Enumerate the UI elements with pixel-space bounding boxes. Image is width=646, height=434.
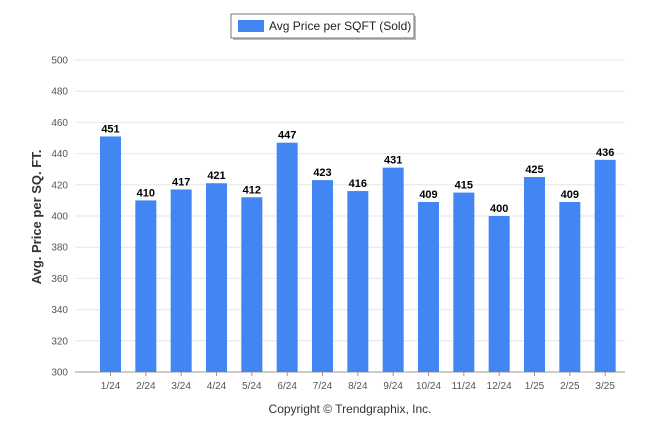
y-tick-label: 380: [51, 243, 68, 254]
x-tick-label: 6/24: [277, 381, 297, 392]
bar[interactable]: [100, 136, 121, 372]
data-label: 447: [278, 130, 296, 142]
y-axis-title: Avg. Price per SQ. FT.: [29, 150, 44, 285]
data-label: 436: [596, 147, 614, 159]
data-label: 425: [525, 164, 543, 176]
bar[interactable]: [453, 192, 475, 372]
data-labels: 451 410 417 421 412 447 423 416 431 409 415 400 425 4…: [101, 123, 614, 215]
y-tick-label: 440: [51, 149, 68, 160]
legend-label: Avg Price per SQFT (Sold): [269, 19, 411, 33]
bar[interactable]: [347, 191, 369, 372]
x-axis-ticks: 1/24 2/24 3/24 4/24 5/24 6/24 7/24 8/24 9/24 10/2…: [101, 372, 615, 392]
data-label: 409: [419, 189, 437, 201]
x-tick-label: 2/24: [136, 381, 156, 392]
bar[interactable]: [559, 201, 581, 372]
data-label: 416: [349, 178, 367, 190]
x-tick-label: 9/24: [383, 381, 403, 392]
data-label: 423: [313, 167, 331, 179]
bar[interactable]: [524, 177, 545, 372]
data-label: 421: [207, 170, 225, 182]
bar[interactable]: [135, 200, 157, 372]
bar[interactable]: [594, 159, 616, 372]
legend-swatch: [238, 20, 264, 32]
y-tick-label: 420: [51, 180, 68, 191]
x-tick-label: 7/24: [313, 381, 333, 392]
y-tick-label: 360: [51, 274, 68, 285]
x-tick-label: 5/24: [242, 381, 262, 392]
y-tick-label: 400: [51, 212, 68, 223]
bar[interactable]: [382, 167, 404, 372]
data-label: 451: [101, 123, 119, 135]
x-tick-label: 12/24: [487, 381, 512, 392]
x-tick-label: 8/24: [348, 381, 368, 392]
bar[interactable]: [170, 189, 192, 372]
data-label: 410: [137, 187, 155, 199]
y-axis-ticks: 300 320 340 360 380 400 420 440 460 480 500: [51, 56, 68, 379]
x-tick-label: 10/24: [416, 381, 441, 392]
x-tick-label: 4/24: [207, 381, 227, 392]
y-tick-label: 320: [51, 336, 68, 347]
bar[interactable]: [276, 142, 298, 372]
x-tick-label: 1/24: [101, 381, 121, 392]
legend[interactable]: Avg Price per SQFT (Sold): [230, 13, 416, 40]
bar[interactable]: [488, 216, 510, 372]
x-tick-label: 11/24: [452, 381, 477, 392]
bar[interactable]: [312, 180, 333, 372]
bar[interactable]: [206, 183, 227, 372]
data-label: 415: [455, 180, 473, 192]
x-tick-label: 1/25: [525, 381, 545, 392]
bar[interactable]: [418, 201, 439, 372]
y-tick-label: 300: [51, 368, 68, 379]
bar[interactable]: [241, 197, 263, 372]
data-label: 417: [172, 176, 190, 188]
data-label: 412: [243, 184, 261, 196]
x-tick-label: 3/25: [595, 381, 615, 392]
data-label: 400: [490, 203, 508, 215]
y-tick-label: 340: [51, 305, 68, 316]
x-tick-label: 2/25: [560, 381, 580, 392]
bars: [100, 136, 616, 372]
data-label: 431: [384, 155, 402, 167]
y-tick-label: 480: [51, 87, 68, 98]
y-tick-label: 500: [51, 56, 68, 67]
copyright-text: Copyright © Trendgraphix, Inc.: [269, 402, 432, 416]
y-tick-label: 460: [51, 118, 68, 129]
x-tick-label: 3/24: [171, 381, 191, 392]
data-label: 409: [561, 189, 579, 201]
